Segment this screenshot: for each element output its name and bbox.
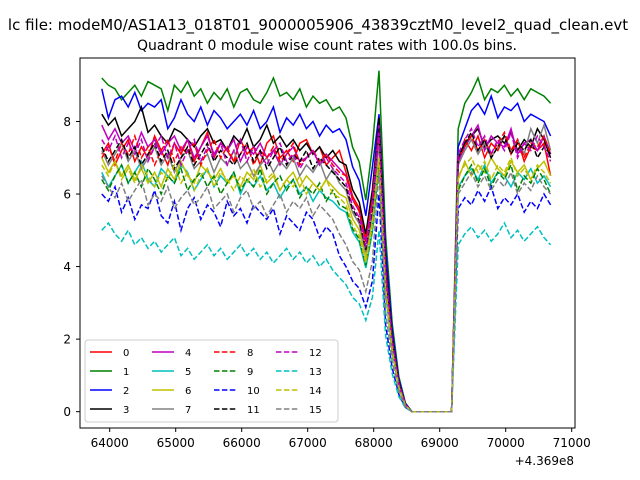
series-line-13 <box>101 221 552 413</box>
legend-label: 7 <box>185 405 191 416</box>
series-line-9 <box>101 161 552 413</box>
series-line-7 <box>101 122 552 413</box>
legend-label: 9 <box>247 367 253 378</box>
legend-label: 4 <box>185 348 191 359</box>
legend-label: 11 <box>247 405 260 416</box>
series-line-10 <box>101 184 552 413</box>
x-tick-label: 69000 <box>421 436 459 450</box>
legend-label: 2 <box>123 386 129 397</box>
legend-label: 12 <box>309 348 322 359</box>
legend-label: 14 <box>309 386 322 397</box>
y-tick-label: 4 <box>63 260 71 274</box>
legend-label: 10 <box>247 386 260 397</box>
plot-area-frame <box>79 57 576 429</box>
legend-label: 6 <box>185 386 191 397</box>
x-axis-offset-label: +4.369e8 <box>515 454 574 468</box>
legend-label: 13 <box>309 367 322 378</box>
series-line-8 <box>101 130 552 413</box>
series-line-14 <box>101 155 552 413</box>
chart-suptitle: lc file: modeM0/AS1A13_018T01_9000005906… <box>8 16 628 35</box>
y-tick-label: 8 <box>63 115 71 129</box>
x-tick-label: 65000 <box>157 436 195 450</box>
series-line-11 <box>101 128 552 413</box>
series-line-12 <box>101 126 552 413</box>
y-axis: 0 2 4 6 8 <box>63 115 80 419</box>
x-tick-label: 64000 <box>91 436 129 450</box>
legend-label: 1 <box>123 367 129 378</box>
x-tick-label: 66000 <box>223 436 261 450</box>
legend-label: 15 <box>309 405 322 416</box>
y-tick-label: 6 <box>63 188 71 202</box>
y-tick-label: 0 <box>63 405 71 419</box>
x-axis: 64000 65000 66000 67000 68000 69000 70000 71000 <box>91 428 591 450</box>
legend-box <box>84 339 339 423</box>
x-tick-label: 70000 <box>487 436 525 450</box>
legend-label: 8 <box>247 348 253 359</box>
chart-title: Quadrant 0 module wise count rates with … <box>137 38 517 54</box>
x-tick-label: 71000 <box>553 436 591 450</box>
x-tick-label: 67000 <box>289 436 327 450</box>
series-line-15 <box>101 170 552 413</box>
series-line-3 <box>101 104 552 413</box>
series-line-2 <box>101 88 552 413</box>
series-line-1 <box>101 70 552 413</box>
y-tick-label: 2 <box>63 333 71 347</box>
series-line-4 <box>101 123 552 413</box>
legend-label: 0 <box>123 348 129 359</box>
series-lines <box>101 70 552 413</box>
legend-label: 5 <box>185 367 191 378</box>
legend-label: 3 <box>123 405 129 416</box>
x-tick-label: 68000 <box>355 436 393 450</box>
